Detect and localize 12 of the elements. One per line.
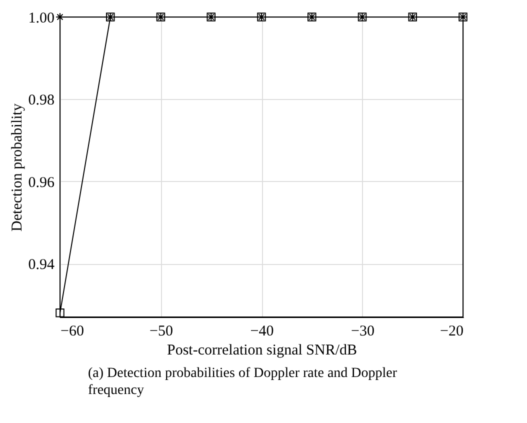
x-tick-label: −60: [60, 324, 84, 340]
y-tick-label: 0.96: [28, 174, 55, 191]
y-tick-label: 1.00: [28, 10, 54, 26]
text: (a) Detection probabilities of Doppler rate and Doppler frequency: [88, 365, 398, 399]
x-tick-label: −20: [440, 324, 464, 340]
x-axis-title: Post-correlation signal SNR/dB: [167, 342, 357, 358]
y-tick-label: 0.98: [28, 92, 54, 109]
y-axis-title: Detection probability: [9, 103, 26, 232]
y-tick-label: 0.94: [28, 257, 55, 274]
x-tick-label: −30: [351, 324, 374, 340]
x-tick-label: −40: [250, 324, 274, 340]
x-tick-label: −50: [150, 324, 173, 340]
